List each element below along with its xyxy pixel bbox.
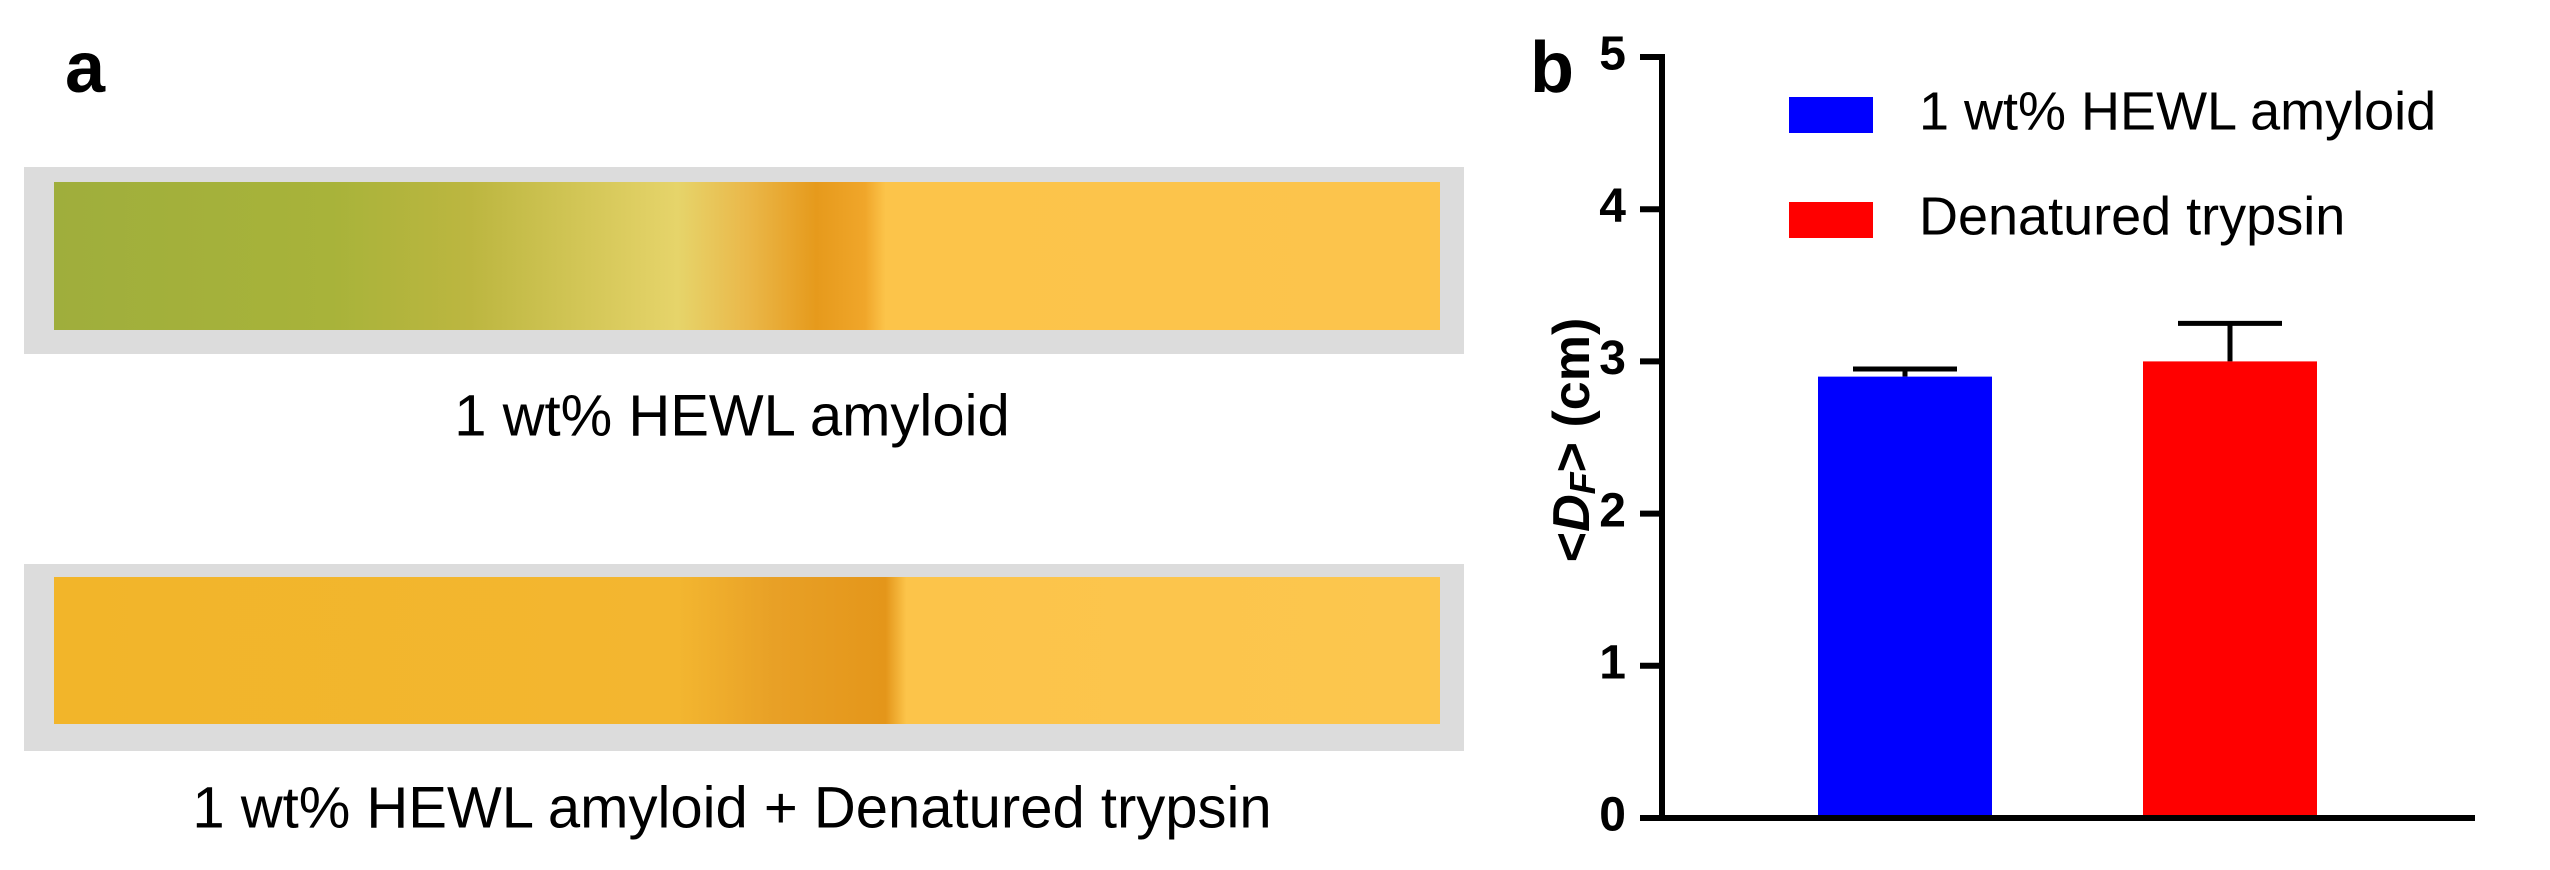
y-label-part: F <box>1562 471 1603 494</box>
caption: 1 wt% HEWL amyloid + Denatured trypsin <box>192 775 1271 840</box>
test-strip <box>54 182 1440 330</box>
legend-label: Denatured trypsin <box>1919 186 2345 246</box>
y-tick-label: 1 <box>1599 636 1626 689</box>
bar <box>2143 361 2317 818</box>
panel-label: a <box>65 28 106 108</box>
y-label-part: < <box>1543 532 1601 562</box>
y-label-part: D <box>1543 494 1601 532</box>
legend-label: 1 wt% HEWL amyloid <box>1919 81 2436 141</box>
legend-swatch <box>1789 202 1873 238</box>
panel-label: b <box>1530 28 1574 108</box>
y-tick-label: 4 <box>1599 180 1626 233</box>
y-axis-label: <DF> (cm) <box>1543 318 1603 563</box>
y-tick-label: 2 <box>1599 484 1626 537</box>
legend-swatch <box>1789 97 1873 133</box>
caption: 1 wt% HEWL amyloid <box>454 383 1009 448</box>
y-label-part: > (cm) <box>1543 318 1601 473</box>
test-strip <box>54 577 1440 724</box>
y-tick-label: 5 <box>1599 28 1626 81</box>
bar <box>1818 376 1992 818</box>
y-tick-label: 3 <box>1599 332 1626 385</box>
y-tick-label: 0 <box>1599 789 1626 842</box>
